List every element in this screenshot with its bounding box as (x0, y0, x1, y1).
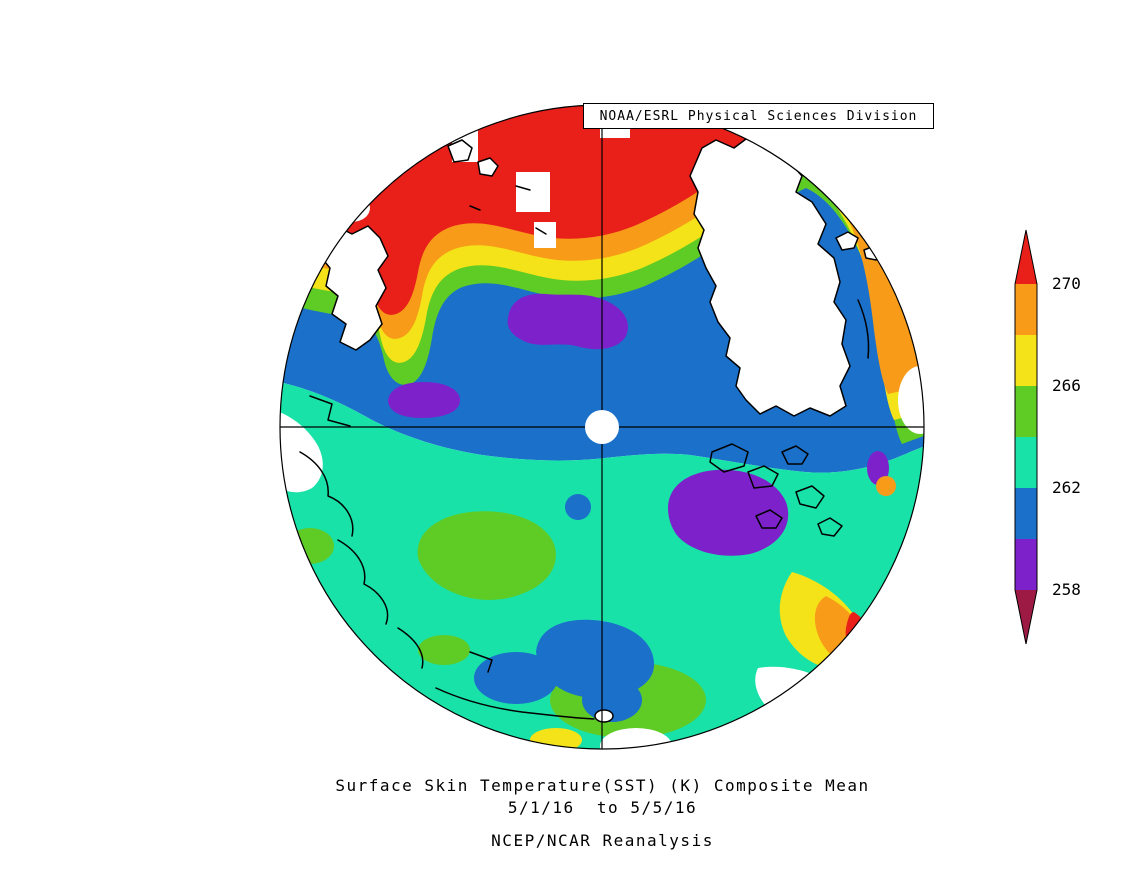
colorbar-arrow-bottom (1015, 590, 1037, 644)
region-258-260K-right (668, 469, 789, 556)
coastline-alaska (435, 687, 595, 720)
pole-hole (585, 410, 619, 444)
colorbar-seg-260-262 (1015, 488, 1037, 539)
colorbar-seg-262-264 (1015, 437, 1037, 488)
coastline-archipelago (709, 443, 749, 473)
coastline-ne-islands (835, 231, 859, 251)
colorbar-outline (1014, 229, 1038, 645)
colorbar-seg-266-268 (1015, 335, 1037, 386)
region-264-266K-lowerleft (417, 511, 556, 600)
coastline-siberia (299, 451, 354, 537)
colorbar-seg-264-266 (1015, 386, 1037, 437)
plot-title: Surface Skin Temperature(SST) (K) Compos… (335, 776, 870, 795)
colorbar-seg-268-270 (1015, 284, 1037, 335)
plot-dataset: NCEP/NCAR Reanalysis (491, 831, 714, 850)
attribution-text: NOAA/ESRL Physical Sciences Division (599, 108, 918, 124)
colorbar: 270 266 262 258 (1014, 229, 1081, 645)
colorbar-tick-270: 270 (1052, 274, 1081, 293)
colorbar-arrow-top (1015, 230, 1037, 284)
coastline-scandinavia (317, 225, 389, 351)
region-258-260K-top (507, 293, 628, 350)
coastline-greenland (689, 135, 851, 417)
colorbar-tick-266: 266 (1052, 376, 1081, 395)
attribution-box: NOAA/ESRL Physical Sciences Division (583, 103, 934, 129)
coastline-island-bottom (594, 709, 614, 723)
plot-date-range: 5/1/16 to 5/5/16 (507, 798, 698, 817)
colorbar-tick-258: 258 (1052, 580, 1081, 599)
coastline-svalbard (447, 139, 473, 163)
colorbar-tick-262: 262 (1052, 478, 1081, 497)
region-258-260K-left (388, 382, 460, 418)
blue-pocket-bottom (536, 619, 655, 698)
colorbar-seg-258-260 (1015, 539, 1037, 590)
blue-pocket-center (565, 494, 591, 520)
